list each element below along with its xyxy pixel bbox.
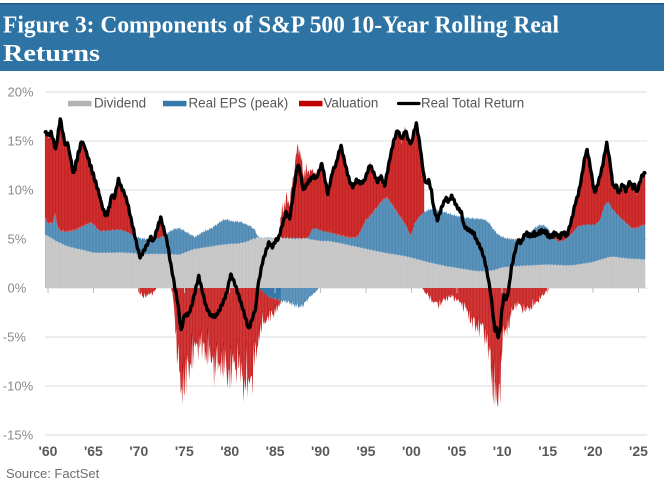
- svg-text:Returns: Returns: [3, 41, 100, 67]
- svg-text:'05: '05: [447, 443, 466, 459]
- svg-text:20%: 20%: [8, 85, 34, 100]
- svg-text:5%: 5%: [8, 232, 27, 247]
- svg-text:-15%: -15%: [3, 428, 34, 443]
- svg-text:'80: '80: [220, 443, 239, 459]
- svg-text:'65: '65: [84, 443, 103, 459]
- svg-text:'90: '90: [311, 443, 330, 459]
- svg-text:'15: '15: [538, 443, 557, 459]
- svg-text:15%: 15%: [8, 134, 34, 149]
- svg-text:'95: '95: [357, 443, 376, 459]
- svg-text:'25: '25: [629, 443, 648, 459]
- svg-text:'60: '60: [39, 443, 58, 459]
- svg-text:-5%: -5%: [3, 330, 27, 345]
- svg-text:'00: '00: [402, 443, 421, 459]
- svg-text:'85: '85: [266, 443, 285, 459]
- svg-text:0%: 0%: [8, 281, 27, 296]
- svg-text:'10: '10: [493, 443, 512, 459]
- svg-text:Real EPS (peak): Real EPS (peak): [189, 96, 289, 111]
- svg-text:-10%: -10%: [3, 379, 34, 394]
- svg-text:Figure 3: Components of S&P 50: Figure 3: Components of S&P 500 10-Year …: [3, 13, 559, 39]
- svg-text:10%: 10%: [8, 183, 34, 198]
- svg-text:Real Total Return: Real Total Return: [421, 96, 524, 111]
- svg-text:Source: FactSet: Source: FactSet: [6, 466, 100, 481]
- svg-text:'70: '70: [129, 443, 148, 459]
- svg-text:Valuation: Valuation: [324, 96, 379, 111]
- svg-text:'20: '20: [584, 443, 603, 459]
- svg-text:Dividend: Dividend: [94, 96, 146, 111]
- svg-text:'75: '75: [175, 443, 194, 459]
